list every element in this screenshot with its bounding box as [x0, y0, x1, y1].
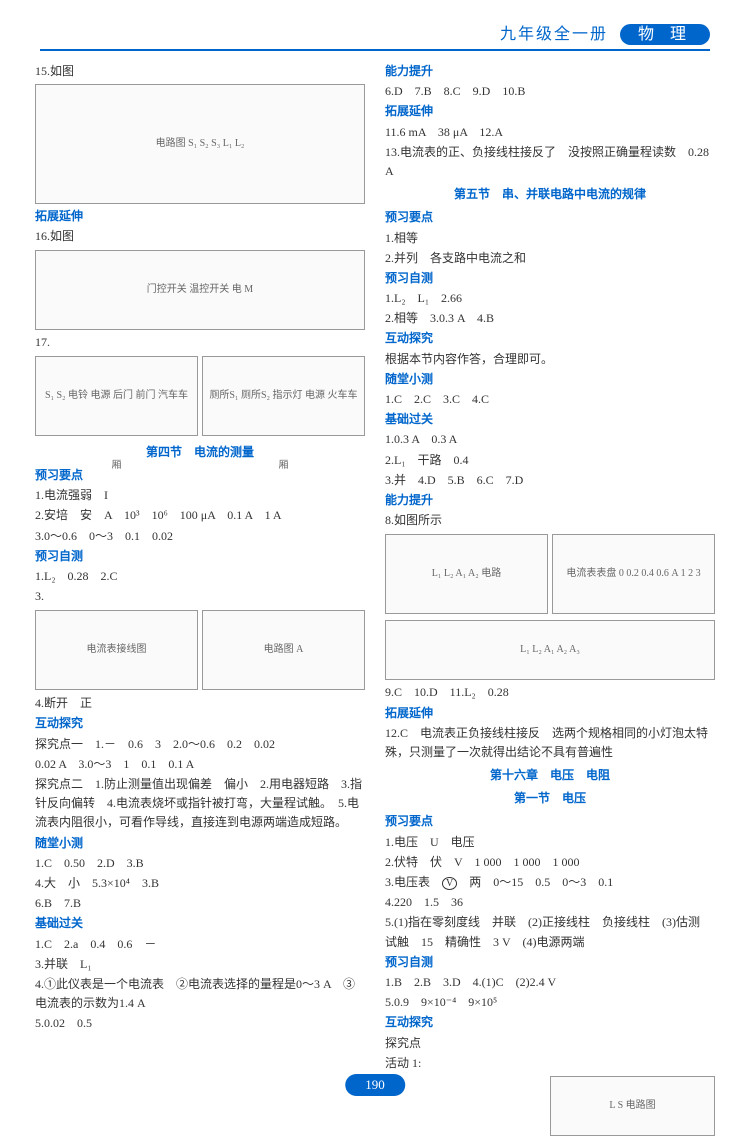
- text: 5.0.9 9×10⁻⁴ 9×10⁵: [385, 993, 715, 1012]
- text: 1.C 2.a 0.4 0.6 －: [35, 935, 365, 954]
- q15: 15.如图: [35, 62, 365, 81]
- chapter-16-title: 第十六章 电压 电阻: [385, 766, 715, 785]
- heading-yuxi: 预习要点: [385, 208, 715, 227]
- section-5-title: 第五节 串、并联电路中电流的规律: [385, 185, 715, 204]
- text: 探究点: [385, 1034, 715, 1053]
- text: 2.L₁ 干路 0.4: [385, 451, 715, 470]
- heading-yuxizice: 预习自测: [35, 547, 365, 566]
- q17: 17.: [35, 333, 365, 352]
- heading-nengli: 能力提升: [385, 491, 715, 510]
- subject-badge: 物 理: [620, 24, 710, 45]
- text: 6.B 7.B: [35, 894, 365, 913]
- text: 6.D 7.B 8.C 9.D 10.B: [385, 82, 715, 101]
- text: 2.并列 各支路中电流之和: [385, 249, 715, 268]
- heading-yuxi: 预习要点: [35, 466, 365, 485]
- heading-hudong: 互动探究: [385, 1013, 715, 1032]
- figure-train: 厕所S₁ 厕所S₂ 指示灯 电源 火车车厢: [202, 356, 365, 436]
- figure-circuit-ls: L S 电路图: [550, 1076, 715, 1136]
- heading-hudong: 互动探究: [385, 329, 715, 348]
- figure-row-17: S₁ S₂ 电铃 电源 后门 前门 汽车车厢 厕所S₁ 厕所S₂ 指示灯 电源 …: [35, 353, 365, 439]
- figure-row-3: 电流表接线图 电路图 A: [35, 607, 365, 693]
- heading-tuozhan: 拓展延伸: [35, 207, 365, 226]
- heading-yuxi: 预习要点: [385, 812, 715, 831]
- text: 1.相等: [385, 229, 715, 248]
- left-column: 15.如图 电路图 S₁ S₂ S₃ L₁ L₂ 拓展延伸 16.如图 门控开关…: [35, 61, 365, 1139]
- heading-suitang: 随堂小测: [35, 834, 365, 853]
- text: 1.C 2.C 3.C 4.C: [385, 390, 715, 409]
- heading-nengli: 能力提升: [385, 62, 715, 81]
- text: 4.断开 正: [35, 694, 365, 713]
- text: 1.电流强弱 I: [35, 486, 365, 505]
- text: 3.并 4.D 5.B 6.C 7.D: [385, 471, 715, 490]
- text: 1.B 2.B 3.D 4.(1)C (2)2.4 V: [385, 973, 715, 992]
- heading-tuozhan: 拓展延伸: [385, 704, 715, 723]
- text: 探究点二 1.防止测量值出现偏差 偏小 2.用电器短路 3.指针反向偏转 4.电…: [35, 775, 365, 833]
- text: 1.0.3 A 0.3 A: [385, 430, 715, 449]
- grade-label: 九年级全一册: [500, 26, 608, 43]
- text: 12.C 电流表正负接线柱接反 选两个规格相同的小灯泡太特殊，只测量了一次就得出…: [385, 724, 715, 762]
- text: 根据本节内容作答，合理即可。: [385, 350, 715, 369]
- text: 3.并联 L₁: [35, 955, 365, 974]
- heading-yuxizice: 预习自测: [385, 953, 715, 972]
- figure-ammeter: 电流表接线图: [35, 610, 198, 690]
- heading-jichu: 基础过关: [385, 410, 715, 429]
- figure-circuit-a: 电路图 A: [202, 610, 365, 690]
- q16: 16.如图: [35, 227, 365, 246]
- right-column: 能力提升 6.D 7.B 8.C 9.D 10.B 拓展延伸 11.6 mA 3…: [385, 61, 715, 1139]
- text: 1.L₂ L₁ 2.66: [385, 289, 715, 308]
- text: 3.电压表 V 两 0～15 0.5 0～3 0.1: [385, 873, 715, 892]
- voltmeter-symbol: V: [442, 877, 457, 890]
- text: 3.: [35, 587, 365, 606]
- text: 4.220 1.5 36: [385, 893, 715, 912]
- section-16-1-title: 第一节 电压: [385, 789, 715, 808]
- figure-circuit-2: 门控开关 温控开关 电 M: [35, 250, 365, 330]
- text: 2.相等 3.0.3 A 4.B: [385, 309, 715, 328]
- heading-suitang: 随堂小测: [385, 370, 715, 389]
- content-columns: 15.如图 电路图 S₁ S₂ S₃ L₁ L₂ 拓展延伸 16.如图 门控开关…: [0, 61, 750, 1139]
- text: 1.C 0.50 2.D 3.B: [35, 854, 365, 873]
- heading-jichu: 基础过关: [35, 914, 365, 933]
- text: 5.0.02 0.5: [35, 1014, 365, 1033]
- section-4-title: 第四节 电流的测量: [35, 443, 365, 462]
- heading-yuxizice: 预习自测: [385, 269, 715, 288]
- figure-circuit-l1l2: L₁ L₂ A₁ A₂ A₃: [385, 620, 715, 680]
- text: 9.C 10.D 11.L₂ 0.28: [385, 683, 715, 702]
- text: 2.安培 安 A 10³ 10⁶ 100 μA 0.1 A 1 A: [35, 506, 365, 525]
- figure-meter-dial: 电流表表盘 0 0.2 0.4 0.6 A 1 2 3: [552, 534, 715, 614]
- text: 1.电压 U 电压: [385, 833, 715, 852]
- page-number: 190: [345, 1074, 405, 1096]
- header-divider: [40, 49, 710, 51]
- text: 0.02 A 3.0～3 1 0.1 0.1 A: [35, 755, 365, 774]
- text: 13.电流表的正、负接线柱接反了 没按照正确量程读数 0.28 A: [385, 143, 715, 181]
- text: 活动 1:: [385, 1054, 715, 1073]
- text: 4.①此仪表是一个电流表 ②电流表选择的量程是0～3 A ③电流表的示数为1.4…: [35, 975, 365, 1013]
- heading-tuozhan: 拓展延伸: [385, 102, 715, 121]
- heading-hudong: 互动探究: [35, 714, 365, 733]
- text: 8.如图所示: [385, 511, 715, 530]
- text: 11.6 mA 38 μA 12.A: [385, 123, 715, 142]
- figure-circuit-1: 电路图 S₁ S₂ S₃ L₁ L₂: [35, 84, 365, 204]
- figure-circuit-la: L₁ L₂ A₁ A₂ 电路: [385, 534, 548, 614]
- text: 4.大 小 5.3×10⁴ 3.B: [35, 874, 365, 893]
- figure-row-8: L₁ L₂ A₁ A₂ 电路 电流表表盘 0 0.2 0.4 0.6 A 1 2…: [385, 531, 715, 617]
- text: 探究点一 1.－ 0.6 3 2.0～0.6 0.2 0.02: [35, 735, 365, 754]
- text: 2.伏特 伏 V 1 000 1 000 1 000: [385, 853, 715, 872]
- text: 5.(1)指在零刻度线 并联 (2)正接线柱 负接线柱 (3)估测 试触 15 …: [385, 913, 715, 951]
- text: 1.L₂ 0.28 2.C: [35, 567, 365, 586]
- text: 3.0～0.6 0～3 0.1 0.02: [35, 527, 365, 546]
- figure-bus: S₁ S₂ 电铃 电源 后门 前门 汽车车厢: [35, 356, 198, 436]
